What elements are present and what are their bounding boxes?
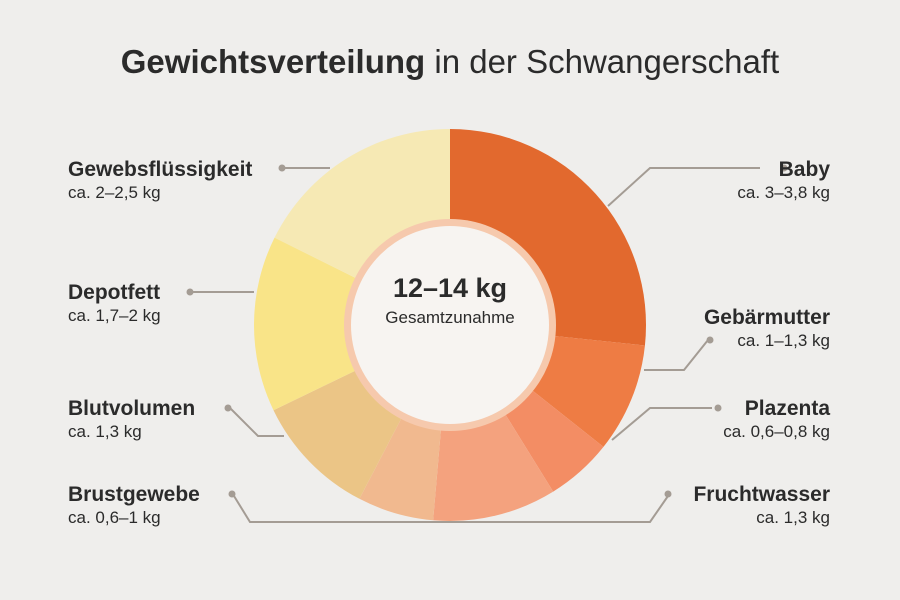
- label-brustgewebe: Brustgewebe ca. 0,6–1 kg: [68, 482, 200, 529]
- total-value: 12–14 kg: [392, 273, 508, 303]
- slice-name: Gewebsflüssigkeit: [68, 158, 253, 181]
- label-plazenta: Plazenta ca. 0,6–0,8 kg: [723, 396, 830, 443]
- leader-gebaermutter: [644, 339, 709, 371]
- leader-dot-depotfett: [186, 288, 194, 296]
- center-label: 12–14 kg Gesamtzunahme: [350, 270, 550, 330]
- slice-value: ca. 1,3 kg: [756, 508, 830, 527]
- leader-plazenta: [611, 407, 712, 441]
- slice-value: ca. 2–2,5 kg: [68, 183, 161, 202]
- center-disc: [351, 226, 549, 424]
- slice-value: ca. 1–1,3 kg: [737, 331, 830, 350]
- leader-blutvolumen: [229, 407, 284, 437]
- leader-dot-gewebsfluessigkeit: [278, 164, 286, 172]
- leader-dot-baby: [780, 164, 788, 172]
- leader-lines: [186, 164, 788, 523]
- chart-title: Gewichtsverteilung in der Schwangerschaf…: [0, 42, 900, 82]
- slice-name: Baby: [778, 158, 830, 181]
- leader-dot-brustgewebe: [228, 490, 236, 498]
- leader-dot-gebaermutter: [706, 336, 714, 344]
- total-caption: Gesamtzunahme: [385, 308, 515, 327]
- slice-name: Gebärmutter: [703, 306, 830, 329]
- leader-dot-blutvolumen: [224, 404, 232, 412]
- slice-name: Fruchtwasser: [693, 483, 830, 506]
- leader-baby: [607, 167, 760, 207]
- slice-value: ca. 1,7–2 kg: [68, 306, 161, 325]
- slice-value: ca. 1,3 kg: [68, 422, 142, 441]
- slice-name: Plazenta: [744, 397, 830, 420]
- slice-name: Brustgewebe: [68, 483, 200, 506]
- slice-value: ca. 0,6–0,8 kg: [723, 422, 830, 441]
- label-depotfett: Depotfett ca. 1,7–2 kg: [68, 280, 161, 327]
- label-gewebsfluessigkeit: Gewebsflüssigkeit ca. 2–2,5 kg: [68, 157, 252, 204]
- label-fruchtwasser: Fruchtwasser ca. 1,3 kg: [693, 482, 830, 529]
- label-gebaermutter: Gebärmutter ca. 1–1,3 kg: [704, 305, 830, 352]
- slice-value: ca. 3–3,8 kg: [737, 183, 830, 202]
- slice-value: ca. 0,6–1 kg: [68, 508, 161, 527]
- slice-name: Depotfett: [68, 281, 161, 304]
- leader-dot-plazenta: [714, 404, 722, 412]
- slice-name: Blutvolumen: [68, 397, 196, 420]
- label-blutvolumen: Blutvolumen ca. 1,3 kg: [68, 396, 195, 443]
- label-baby: Baby ca. 3–3,8 kg: [737, 157, 830, 204]
- leader-brustgewebe: [233, 495, 400, 523]
- chart-title-regular: in der Schwangerschaft: [434, 43, 780, 80]
- leader-fruchtwasser: [400, 495, 669, 523]
- chart-title-bold: Gewichtsverteilung: [120, 43, 426, 80]
- leader-dot-fruchtwasser: [664, 490, 672, 498]
